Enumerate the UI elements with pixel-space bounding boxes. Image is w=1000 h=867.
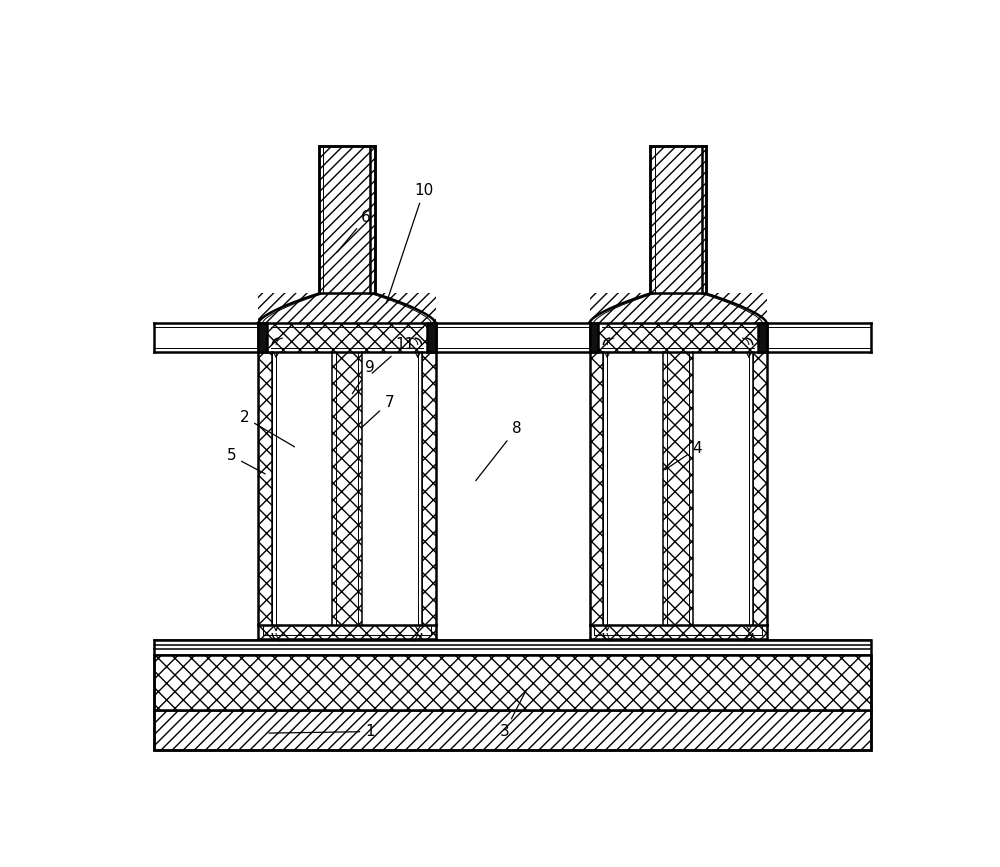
Polygon shape (590, 293, 767, 323)
Text: 1: 1 (269, 724, 375, 739)
Bar (422, 352, 436, 625)
Bar (258, 352, 272, 625)
Polygon shape (258, 293, 436, 323)
Text: 8: 8 (476, 421, 521, 480)
Bar (753, 352, 767, 625)
Text: 11: 11 (372, 336, 414, 373)
Bar (663, 352, 693, 625)
Text: 6: 6 (337, 210, 371, 252)
Bar (258, 323, 267, 352)
Text: 3: 3 (500, 689, 527, 739)
Bar (758, 323, 767, 352)
Text: 4: 4 (665, 440, 702, 470)
Bar (590, 323, 598, 352)
Bar (258, 293, 436, 323)
Bar (590, 625, 767, 639)
Bar (154, 640, 871, 750)
Text: 10: 10 (386, 183, 434, 303)
Bar (598, 323, 758, 352)
Bar (650, 146, 706, 293)
Text: 5: 5 (227, 448, 265, 474)
Bar (427, 323, 436, 352)
Bar (590, 293, 767, 323)
Text: 9: 9 (352, 360, 375, 394)
Bar (319, 146, 375, 293)
Bar (154, 655, 871, 710)
Text: 2: 2 (240, 410, 295, 447)
Bar (154, 710, 871, 750)
Bar (332, 352, 362, 625)
Text: 7: 7 (362, 394, 394, 427)
Bar (590, 352, 603, 625)
Bar (258, 625, 436, 639)
Bar (267, 323, 427, 352)
